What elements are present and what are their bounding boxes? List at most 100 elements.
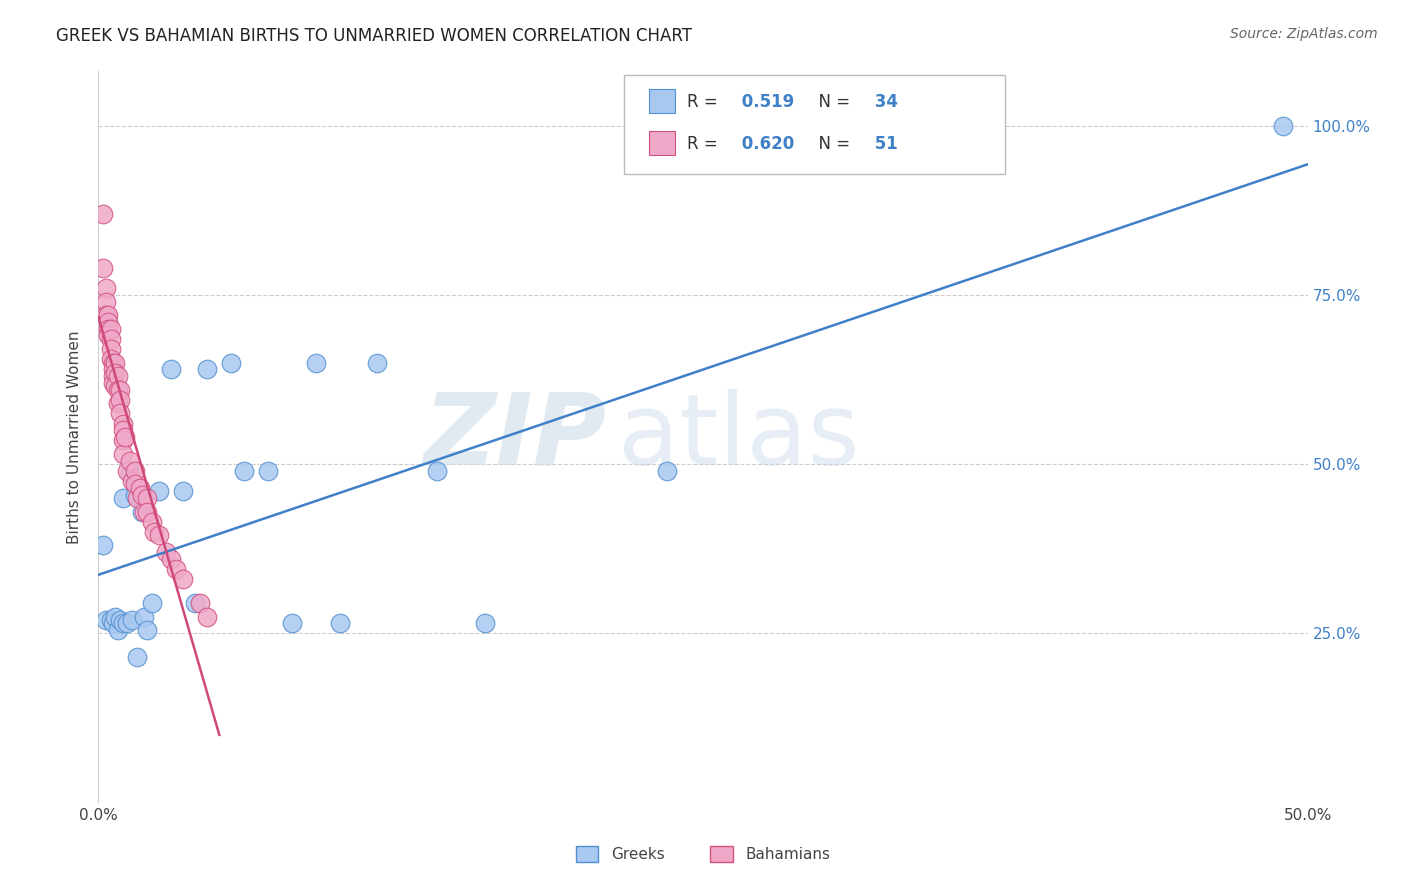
Point <box>121 613 143 627</box>
Text: GREEK VS BAHAMIAN BIRTHS TO UNMARRIED WOMEN CORRELATION CHART: GREEK VS BAHAMIAN BIRTHS TO UNMARRIED WO… <box>56 27 692 45</box>
Text: N =: N = <box>808 136 856 153</box>
Point <box>107 623 129 637</box>
Point <box>91 538 114 552</box>
Point <box>101 616 124 631</box>
Point <box>111 417 134 431</box>
Point <box>135 623 157 637</box>
Point <box>256 464 278 478</box>
Point <box>121 474 143 488</box>
Point <box>111 616 134 631</box>
Text: ZIP: ZIP <box>423 389 606 485</box>
Point <box>108 383 131 397</box>
Point <box>100 613 122 627</box>
Point <box>172 484 194 499</box>
Point <box>124 477 146 491</box>
Point <box>232 464 254 478</box>
Point <box>100 322 122 336</box>
Point <box>94 613 117 627</box>
Point <box>107 369 129 384</box>
Point <box>148 528 170 542</box>
Point <box>184 596 207 610</box>
Point <box>91 206 114 220</box>
Text: 34: 34 <box>869 94 897 112</box>
Point <box>117 464 139 478</box>
Point <box>172 572 194 586</box>
Point <box>148 484 170 499</box>
Point <box>131 505 153 519</box>
Point <box>97 322 120 336</box>
Point <box>329 616 352 631</box>
Point <box>281 616 304 631</box>
Point <box>366 355 388 369</box>
Point <box>127 650 149 665</box>
Point <box>128 481 150 495</box>
Point <box>100 332 122 346</box>
Point <box>108 392 131 407</box>
Point <box>195 362 218 376</box>
Text: 51: 51 <box>869 136 897 153</box>
Point <box>101 369 124 384</box>
Point <box>474 616 496 631</box>
Point <box>155 545 177 559</box>
Text: 0.519: 0.519 <box>735 94 794 112</box>
Text: R =: R = <box>688 94 723 112</box>
Point <box>104 366 127 380</box>
Text: atlas: atlas <box>619 389 860 485</box>
FancyBboxPatch shape <box>624 75 1005 174</box>
Point <box>101 376 124 390</box>
FancyBboxPatch shape <box>648 89 675 113</box>
Point <box>114 430 136 444</box>
Point <box>97 328 120 343</box>
Text: 0.620: 0.620 <box>735 136 794 153</box>
Point <box>135 505 157 519</box>
Point <box>124 488 146 502</box>
Point <box>165 562 187 576</box>
Point <box>160 362 183 376</box>
Point <box>118 454 141 468</box>
Point <box>101 362 124 376</box>
Point <box>94 308 117 322</box>
Point <box>118 467 141 482</box>
Point <box>108 406 131 420</box>
Point <box>111 434 134 448</box>
Point <box>124 464 146 478</box>
Point <box>134 505 156 519</box>
Point <box>1272 119 1295 133</box>
Point <box>104 355 127 369</box>
Point <box>141 515 163 529</box>
Point <box>104 609 127 624</box>
Point <box>101 355 124 369</box>
Point <box>141 596 163 610</box>
Point <box>655 464 678 478</box>
Point <box>91 260 114 275</box>
Point <box>195 609 218 624</box>
Point <box>97 315 120 329</box>
Point <box>135 491 157 505</box>
Point <box>107 383 129 397</box>
Point <box>111 423 134 437</box>
Point <box>104 379 127 393</box>
FancyBboxPatch shape <box>648 131 675 155</box>
Point <box>131 488 153 502</box>
Point <box>117 616 139 631</box>
Y-axis label: Births to Unmarried Women: Births to Unmarried Women <box>67 330 83 544</box>
Point <box>97 308 120 322</box>
Point <box>100 352 122 367</box>
Point <box>143 524 166 539</box>
Text: R =: R = <box>688 136 723 153</box>
Point <box>94 294 117 309</box>
Point <box>100 342 122 356</box>
Point <box>108 613 131 627</box>
Point <box>305 355 328 369</box>
Point <box>111 447 134 461</box>
Text: Source: ZipAtlas.com: Source: ZipAtlas.com <box>1230 27 1378 41</box>
Point <box>127 491 149 505</box>
Point <box>134 609 156 624</box>
Point <box>107 396 129 410</box>
Point <box>111 491 134 505</box>
Point <box>221 355 243 369</box>
Point <box>426 464 449 478</box>
Point <box>188 596 211 610</box>
Text: N =: N = <box>808 94 856 112</box>
Point <box>94 281 117 295</box>
